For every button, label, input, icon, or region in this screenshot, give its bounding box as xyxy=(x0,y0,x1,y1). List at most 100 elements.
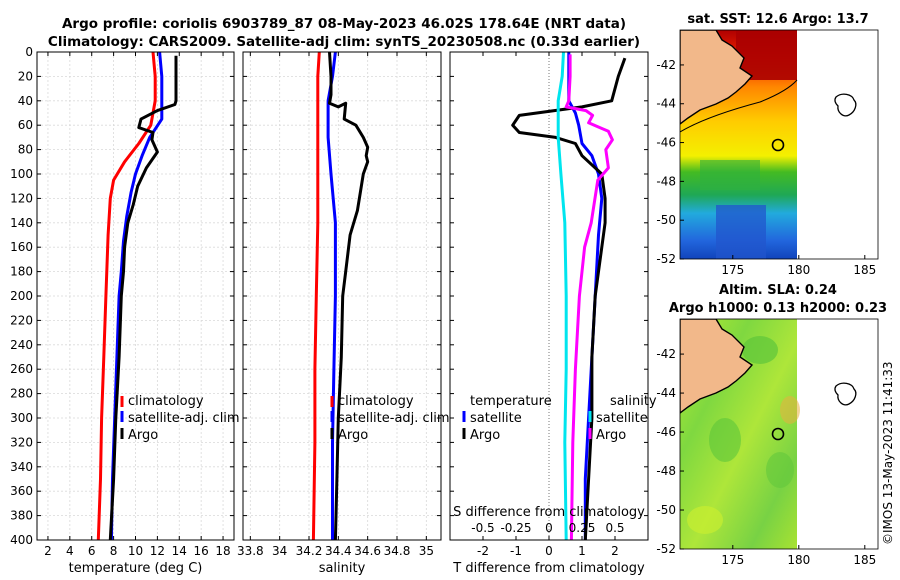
y-tick-label: 320 xyxy=(10,435,33,449)
y-tick-label: 120 xyxy=(10,191,33,205)
y-tick-label: 0 xyxy=(25,45,33,59)
x-tick-label: 35 xyxy=(419,544,434,558)
x-axis-label: T difference from climatology xyxy=(452,561,645,576)
y-tick-label: 220 xyxy=(10,313,33,327)
difference-legend: temperature satellite Argo salinity sate… xyxy=(462,394,657,443)
x-tick-label: -2 xyxy=(477,544,489,558)
x2-tick-label: 0.25 xyxy=(569,521,596,535)
alt-profile-location xyxy=(771,427,785,441)
x-tick-label: 12 xyxy=(150,544,165,558)
x-axis-label: salinity xyxy=(319,561,366,576)
figure-title-line2: Climatology: CARS2009. Satellite-adj cli… xyxy=(48,34,640,50)
map-x-tick-label: 185 xyxy=(853,553,876,567)
y-tick-label: 100 xyxy=(10,167,33,181)
temperature-panel: 2 4 6 8 10 12 14 16 1802040608010012014016018020… xyxy=(10,45,235,576)
y-tick-label: 340 xyxy=(10,460,33,474)
x-tick-label: 0 xyxy=(545,544,553,558)
y-tick-label: 240 xyxy=(10,338,33,352)
legend-satellite-label: satellite-adj. clim xyxy=(338,411,450,426)
legend-s-argo-label: Argo xyxy=(596,428,626,443)
map-x-tick-label: 180 xyxy=(787,553,810,567)
y-tick-label: 280 xyxy=(10,387,33,401)
x2-axis-label: S difference from climatology xyxy=(453,505,645,520)
y-tick-label: 160 xyxy=(10,240,33,254)
series-line-s-argo xyxy=(564,54,614,541)
salinity-panel: 33.8 34 34.2 34.4 34.6 34.8 35 salinity xyxy=(237,51,442,576)
y-tick-label: 80 xyxy=(18,143,33,157)
map-x-tick-label: 180 xyxy=(787,263,810,277)
legend-argo-label: Argo xyxy=(338,428,368,443)
y-tick-label: 360 xyxy=(10,484,33,498)
y-tick-label: 380 xyxy=(10,509,33,523)
map-y-tick-label: -50 xyxy=(656,213,676,227)
y-tick-label: 400 xyxy=(10,533,33,547)
salinity-legend: climatology satellite-adj. clim Argo xyxy=(330,394,450,443)
legend-climatology-label: climatology xyxy=(128,394,204,409)
figure-title-line1: Argo profile: coriolis 6903789_87 08-May… xyxy=(62,16,626,32)
x-tick-label: 4 xyxy=(66,544,74,558)
x-tick-label: 34.4 xyxy=(325,544,352,558)
chatham-islands xyxy=(834,93,857,117)
x-tick-label: 16 xyxy=(194,544,209,558)
y-tick-label: 200 xyxy=(10,289,33,303)
map-y-tick-label: -48 xyxy=(656,174,676,188)
difference-panel: -2 -1 0 1 2 T difference from climatology S di… xyxy=(449,51,649,576)
x-axis-label: temperature (deg C) xyxy=(69,561,203,576)
series-line-climatology xyxy=(311,51,321,541)
map-y-tick-label: -46 xyxy=(656,425,676,439)
y-tick-label: 140 xyxy=(10,216,33,230)
legend-t-argo-label: Argo xyxy=(470,428,500,443)
series-line-satellite-adj-clim xyxy=(109,51,164,541)
series-line-t-satellite xyxy=(567,52,604,540)
x2-tick-label: -0.25 xyxy=(500,521,531,535)
map-x-tick-label: 175 xyxy=(721,553,744,567)
map-y-tick-label: -50 xyxy=(656,503,676,517)
sst-profile-location xyxy=(771,138,785,152)
legend-s-satellite-label: satellite xyxy=(596,411,648,426)
map-y-tick-label: -46 xyxy=(656,136,676,150)
series-line-argo xyxy=(108,55,178,541)
x-tick-label: 2 xyxy=(44,544,52,558)
x-tick-label: 34.2 xyxy=(296,544,323,558)
map-y-tick-label: -52 xyxy=(656,252,676,266)
legend-satellite-label: satellite-adj. clim xyxy=(128,411,240,426)
map-y-tick-label: -52 xyxy=(656,542,676,556)
alt-map-title-line2: Argo h1000: 0.13 h2000: 0.23 xyxy=(669,301,887,316)
map-y-tick-label: -44 xyxy=(656,386,676,400)
map-y-tick-label: -42 xyxy=(656,347,676,361)
y-tick-label: 260 xyxy=(10,362,33,376)
y-tick-label: 60 xyxy=(18,118,33,132)
alt-map-title-line1: Altim. SLA: 0.24 xyxy=(719,283,837,298)
legend-climatology-label: climatology xyxy=(338,394,414,409)
map-y-tick-label: -44 xyxy=(656,97,676,111)
y-tick-label: 300 xyxy=(10,411,33,425)
x2-tick-label: 0.5 xyxy=(605,521,624,535)
x-tick-label: 8 xyxy=(110,544,118,558)
x-tick-label: 34.8 xyxy=(384,544,411,558)
y-tick-label: 40 xyxy=(18,94,33,108)
x2-tick-label: 0 xyxy=(545,521,553,535)
temperature-legend: climatology satellite-adj. clim Argo xyxy=(120,394,240,443)
x-tick-label: 18 xyxy=(215,544,230,558)
map-y-tick-label: -48 xyxy=(656,464,676,478)
x2-tick-label: -0.5 xyxy=(471,521,494,535)
map-x-tick-label: 185 xyxy=(853,263,876,277)
x-tick-label: -1 xyxy=(510,544,522,558)
x-tick-label: 34 xyxy=(272,544,287,558)
altimetry-map: 175 180 185 -42 -44 -46 -48 -50 -52 xyxy=(656,318,879,567)
legend-salinity-title: salinity xyxy=(610,394,657,409)
x-tick-label: 6 xyxy=(88,544,96,558)
x-tick-label: 1 xyxy=(578,544,586,558)
series-line-s-satellite xyxy=(556,51,568,541)
land-new-zealand xyxy=(680,319,754,414)
x-tick-label: 33.8 xyxy=(237,544,264,558)
map-y-tick-label: -42 xyxy=(656,58,676,72)
x-tick-label: 34.6 xyxy=(354,544,381,558)
x-tick-label: 14 xyxy=(172,544,187,558)
y-tick-label: 180 xyxy=(10,265,33,279)
land-new-zealand xyxy=(680,30,754,125)
map-x-tick-label: 175 xyxy=(721,263,744,277)
legend-argo-label: Argo xyxy=(128,428,158,443)
legend-temperature-title: temperature xyxy=(470,394,552,409)
